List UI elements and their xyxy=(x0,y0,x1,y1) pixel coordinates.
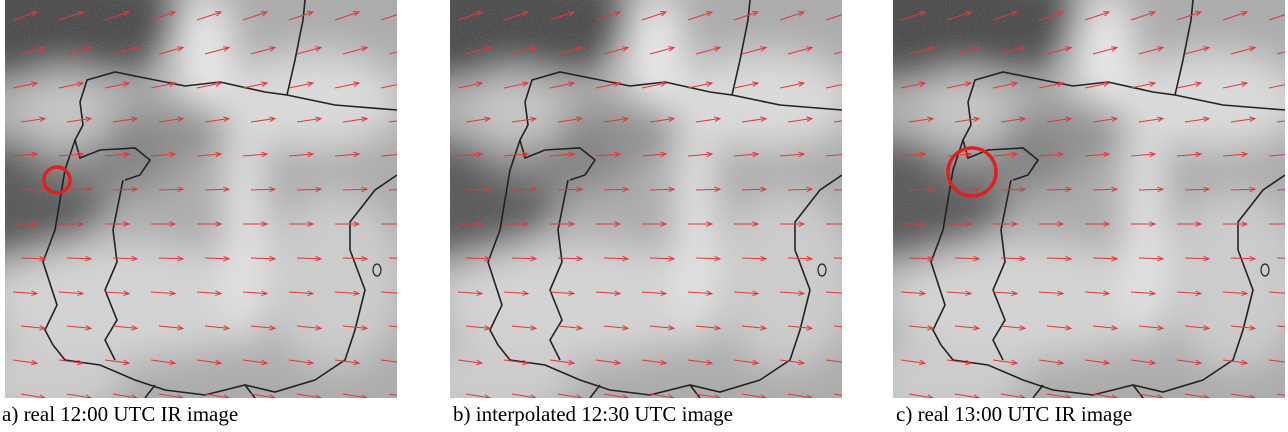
texture xyxy=(5,0,397,398)
satellite-image xyxy=(5,0,397,398)
figure: a) real 12:00 UTC IR image b) interpolat… xyxy=(0,0,1288,432)
texture xyxy=(450,0,842,398)
satellite-image xyxy=(893,0,1285,398)
caption: c) real 13:00 UTC IR image xyxy=(896,402,1132,427)
caption: a) real 12:00 UTC IR image xyxy=(2,402,238,427)
texture xyxy=(893,0,1285,398)
caption: b) interpolated 12:30 UTC image xyxy=(453,402,733,427)
satellite-image xyxy=(450,0,842,398)
